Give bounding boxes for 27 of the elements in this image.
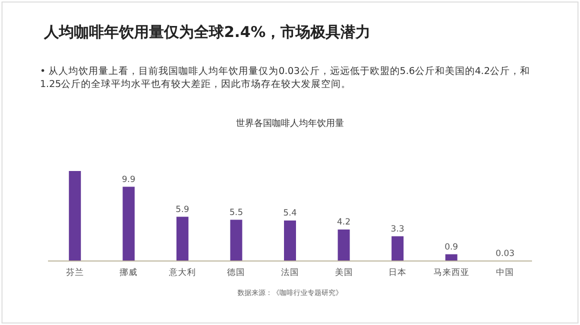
text: • 从人均饮用量上看，目前我国咖啡人均年饮用量仅为0.03公斤，远远低于欧盟的5.6公斤和美国的4.2公斤，和1.25公斤的全球平均水平也有较大差距，因此市场存在较大发展空间。 — [40, 65, 531, 91]
bar — [122, 186, 135, 261]
data-label: 9.9 — [122, 174, 136, 185]
data-label: 4.2 — [337, 218, 351, 228]
data-label: 0.9 — [444, 242, 458, 252]
x-tick-label: 德国 — [227, 267, 246, 278]
x-tick-label: 日本 — [388, 267, 407, 278]
bar — [68, 171, 81, 261]
data-label: 0.03 — [496, 248, 515, 259]
x-tick-label: 芬兰 — [66, 267, 84, 278]
bar — [230, 220, 242, 261]
data-label: 3.3 — [390, 224, 404, 234]
x-tick-label: 美国 — [334, 267, 353, 278]
bar — [338, 230, 350, 261]
data-label: 5.5 — [229, 208, 243, 218]
bar — [284, 220, 296, 261]
data-label: 5.4 — [283, 208, 297, 218]
x-tick-label: 马来西亚 — [433, 267, 470, 278]
x-tick-label: 意大利 — [168, 267, 196, 278]
bar — [176, 216, 188, 261]
chart-subtitle: 世界各国咖啡人均年饮用量 — [236, 118, 344, 129]
x-tick-label: 挪威 — [120, 267, 138, 278]
data-label: 5.9 — [176, 204, 190, 215]
x-tick-label: 中国 — [496, 267, 514, 278]
x-tick-label: 法国 — [281, 267, 299, 278]
bar — [392, 236, 404, 261]
chart-title: 人均咖啡年饮用量仅为全球2.4%，市场极具潜力 — [43, 23, 371, 41]
